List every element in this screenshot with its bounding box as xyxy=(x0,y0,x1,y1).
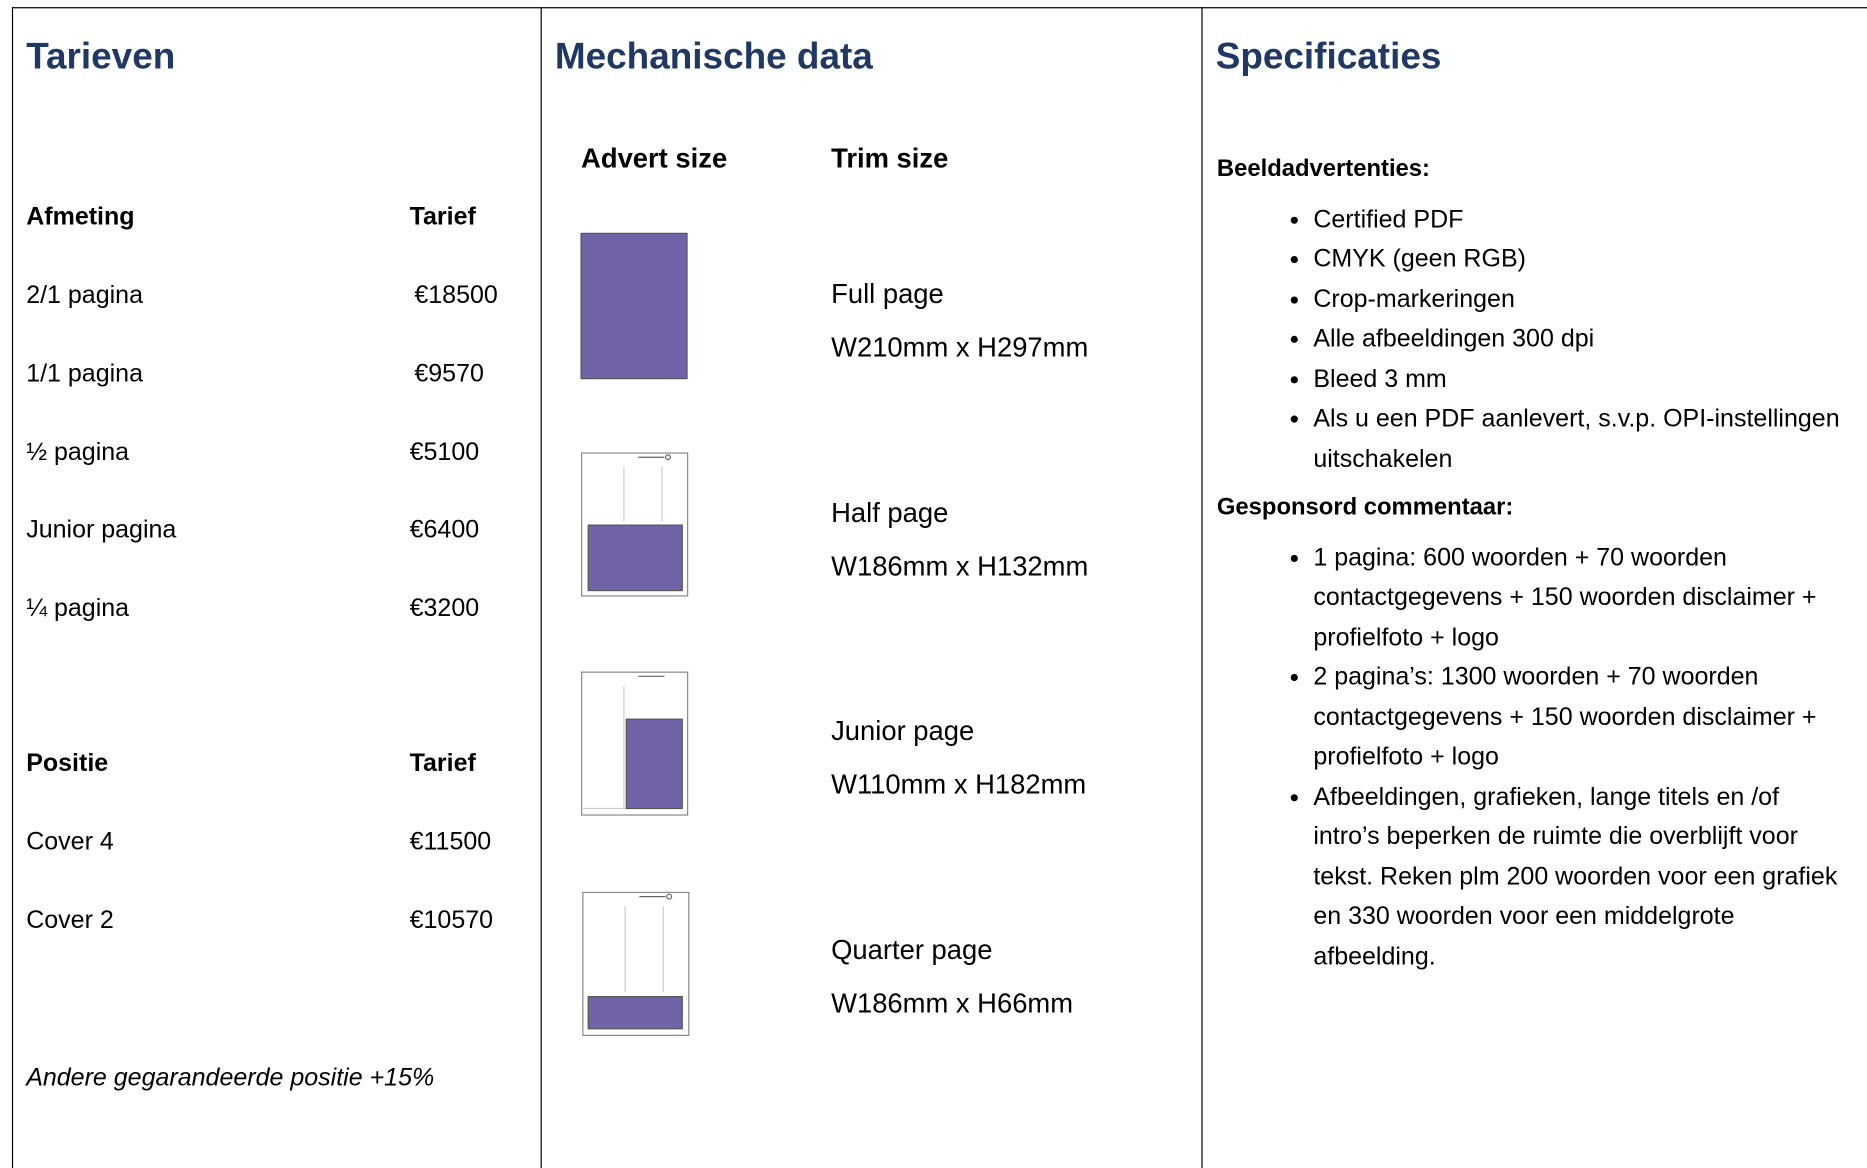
bullet-list: Certified PDFCMYK (geen RGB)Crop-markeri… xyxy=(1217,199,1843,478)
row-price: €5100 xyxy=(409,438,480,466)
quarter-page-icon xyxy=(582,891,690,1036)
bullet-item: 1 pagina: 600 woorden + 70 woorden conta… xyxy=(1313,538,1843,658)
row-label: 2/1 pagina xyxy=(26,281,143,309)
row-price: €9570 xyxy=(414,359,484,388)
bullet-item: Alle afbeeldingen 300 dpi xyxy=(1313,319,1843,359)
note: Andere gegarandeerde positie +15% xyxy=(26,1063,435,1092)
row-price: €10570 xyxy=(409,906,494,935)
row-label: Cover 2 xyxy=(26,906,114,935)
column-title: Specificaties xyxy=(1215,35,1442,77)
column-title: Tarieven xyxy=(26,35,176,77)
bullet-item: Crop-markeringen xyxy=(1313,279,1843,319)
item-dims: W186mm x H66mm xyxy=(831,987,1074,1019)
section-heading: Gesponsord commentaar: xyxy=(1216,494,1514,521)
bullet-item: Bleed 3 mm xyxy=(1313,359,1843,399)
junior-page-icon xyxy=(581,671,689,816)
item-dims: W186mm x H132mm xyxy=(831,550,1089,582)
half-page-icon xyxy=(581,452,689,597)
table-header: Afmeting xyxy=(26,203,135,231)
item-dims: W110mm x H182mm xyxy=(831,769,1087,801)
item-name: Full page xyxy=(831,278,944,309)
item-name: Half page xyxy=(831,496,949,528)
row-label: Cover 4 xyxy=(26,828,114,856)
top-border xyxy=(11,7,1867,9)
row-price: €3200 xyxy=(409,594,480,623)
row-label: ½ pagina xyxy=(26,438,130,466)
row-price: €11500 xyxy=(409,828,492,856)
row-price: €18500 xyxy=(414,281,498,309)
column-header: Advert size xyxy=(581,142,728,174)
column-border xyxy=(540,7,542,1168)
column-title: Mechanische data xyxy=(554,35,873,77)
item-name: Quarter page xyxy=(831,934,993,966)
column-border xyxy=(11,7,14,1168)
item-dims: W210mm x H297mm xyxy=(831,331,1089,363)
table-header: Tarief xyxy=(409,749,476,777)
bullet-item: 2 pagina’s: 1300 woorden + 70 woorden co… xyxy=(1313,657,1843,777)
row-price: €6400 xyxy=(409,516,480,545)
section-heading: Beeldadvertenties: xyxy=(1216,155,1430,183)
table-header: Tarief xyxy=(409,203,476,231)
item-name: Junior page xyxy=(831,715,975,747)
bullet-item: Afbeeldingen, grafieken, lange titels en… xyxy=(1313,777,1843,976)
column-border xyxy=(1201,7,1203,1168)
bullet-item: Certified PDF xyxy=(1313,199,1843,239)
bullet-item: Als u een PDF aanlevert, s.v.p. OPI-inst… xyxy=(1313,399,1843,479)
row-label: 1/1 pagina xyxy=(26,359,143,388)
bullet-list: 1 pagina: 600 woorden + 70 woorden conta… xyxy=(1217,538,1843,977)
row-label: ¼ pagina xyxy=(26,594,130,623)
specifications: Beeldadvertenties: Certified PDFCMYK (gee… xyxy=(1217,150,1848,986)
row-label: Junior pagina xyxy=(26,516,177,545)
column-header: Trim size xyxy=(831,142,949,174)
bullet-item: CMYK (geen RGB) xyxy=(1313,239,1843,279)
table-header: Positie xyxy=(26,749,109,777)
full-page-icon xyxy=(580,232,688,380)
